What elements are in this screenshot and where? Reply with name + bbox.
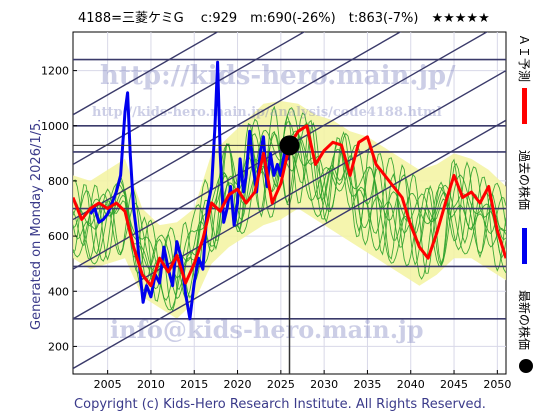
y-tick-label: 1200 xyxy=(41,65,69,78)
x-tick-label: 2020 xyxy=(224,378,252,391)
x-tick-label: 2035 xyxy=(353,378,381,391)
generated-date-label: Generated on Monday 2026/1/5. xyxy=(29,119,44,330)
y-tick-label: 200 xyxy=(48,340,69,353)
axes: 2005 2010 2015 2020 2025 2030 2035 2040 2045 2050… xyxy=(41,65,511,391)
latest-marker-layer xyxy=(73,135,300,374)
copyright-footer: Copyright (c) Kids-Hero Research Institu… xyxy=(74,397,486,412)
y-tick-label: 800 xyxy=(48,175,69,188)
x-tick-label: 2010 xyxy=(137,378,165,391)
watermark-url: http://kids-hero.main.jp/ xyxy=(100,61,456,91)
legend: ＡＩ予測 過去の株価 最新の株価 xyxy=(517,34,533,373)
legend-latest-label: 最新の株価 xyxy=(517,290,532,350)
legend-past-label: 過去の株価 xyxy=(517,150,532,210)
channel-line xyxy=(73,32,402,221)
band-wave-line xyxy=(73,114,506,302)
legend-forecast-swatch xyxy=(522,88,527,124)
x-tick-label: 2025 xyxy=(267,378,295,391)
latest-price-marker xyxy=(279,135,300,156)
series-line-past xyxy=(89,60,291,321)
x-tick-label: 2015 xyxy=(180,378,208,391)
y-tick-label: 400 xyxy=(48,285,69,298)
x-tick-label: 2050 xyxy=(483,378,511,391)
legend-forecast-label: ＡＩ予測 xyxy=(517,34,531,82)
channel-line xyxy=(73,32,219,116)
x-tick-label: 2045 xyxy=(440,378,468,391)
legend-past-swatch xyxy=(522,228,527,264)
legend-latest-marker xyxy=(519,359,533,373)
x-tick-label: 2040 xyxy=(397,378,425,391)
y-tick-label: 1000 xyxy=(41,120,69,133)
x-tick-label: 2005 xyxy=(94,378,122,391)
chart-header: 4188=三菱ケミG c:929 m:690(-26%) t:863(-7%) … xyxy=(78,11,490,26)
watermark-analysis: http://kids-hero.main.jp/analysis/code41… xyxy=(92,105,442,120)
channel-line xyxy=(73,32,306,165)
x-tick-label: 2030 xyxy=(310,378,338,391)
watermark-mail: info@kids-hero.main.jp xyxy=(110,315,424,344)
y-tick-label: 600 xyxy=(48,230,69,243)
